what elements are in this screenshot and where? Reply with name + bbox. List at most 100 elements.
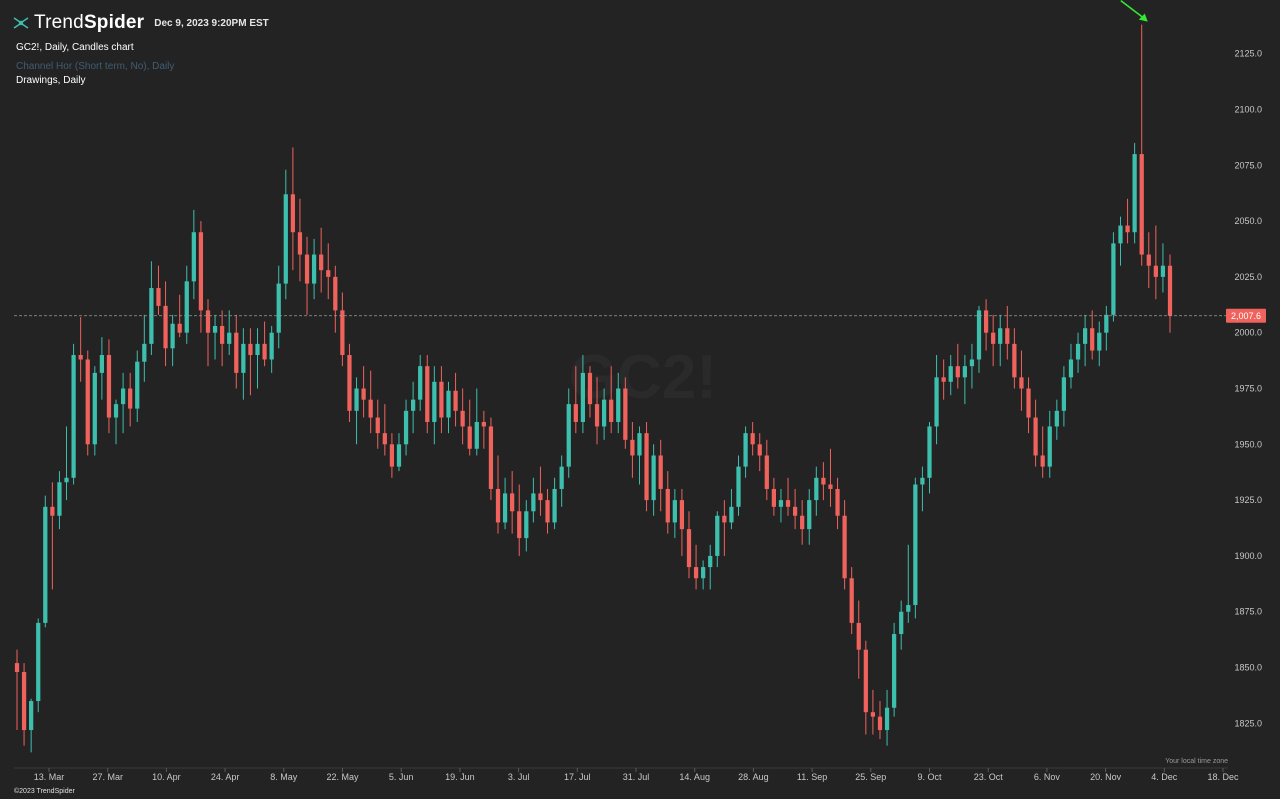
candle-body xyxy=(821,477,826,485)
candle-body xyxy=(403,410,409,445)
candle-body xyxy=(517,511,522,539)
candle xyxy=(715,511,720,568)
candle-body xyxy=(502,493,508,523)
candle xyxy=(616,372,621,434)
candle xyxy=(545,488,550,534)
candle-body xyxy=(800,515,805,530)
candle-body xyxy=(495,488,501,523)
candle xyxy=(948,355,953,396)
candle-body xyxy=(991,332,996,344)
candle xyxy=(1026,377,1031,434)
candle xyxy=(1068,343,1074,389)
candle xyxy=(920,466,925,512)
candle-body xyxy=(241,343,246,373)
candle xyxy=(849,567,854,635)
candle-body xyxy=(262,343,267,360)
candle xyxy=(128,372,133,427)
drawings-label[interactable]: Drawings, Daily xyxy=(16,75,86,86)
candle-body xyxy=(418,366,423,400)
candle xyxy=(269,325,274,373)
candle xyxy=(389,433,395,478)
candle-body xyxy=(382,433,387,445)
candle xyxy=(354,377,359,445)
candle-body xyxy=(347,355,352,411)
candle-body xyxy=(856,622,861,650)
candle xyxy=(566,388,571,478)
candle xyxy=(163,281,168,367)
timezone-note[interactable]: Your local time zone xyxy=(1165,758,1228,765)
candle-body xyxy=(467,426,472,449)
candle-body xyxy=(113,404,119,418)
candle xyxy=(983,299,989,351)
candle xyxy=(50,482,55,590)
candle xyxy=(234,314,239,389)
candle-body xyxy=(156,288,161,306)
candle-body xyxy=(941,377,946,382)
candle xyxy=(319,227,324,293)
candle-body xyxy=(814,477,819,501)
candle-body xyxy=(701,567,706,579)
candle-body xyxy=(276,283,281,333)
candle xyxy=(701,560,706,590)
indicator-label[interactable]: Channel Hor (Short term, No), Daily xyxy=(16,61,175,72)
candle-body xyxy=(481,421,486,427)
candle xyxy=(672,488,677,539)
candle-body xyxy=(892,634,897,708)
brand-name-bold: Spider xyxy=(83,12,145,33)
x-tick-label: 20. Nov xyxy=(1090,772,1122,782)
candle-body xyxy=(99,355,105,373)
candle xyxy=(842,500,847,590)
candle-body xyxy=(255,343,260,356)
candle-body xyxy=(722,515,727,523)
candle-body xyxy=(842,515,847,579)
candle-body xyxy=(220,325,225,344)
candle-body xyxy=(849,578,854,623)
candle-body xyxy=(1005,328,1010,344)
candle-body xyxy=(283,194,288,284)
candle xyxy=(120,372,126,434)
candle-body xyxy=(248,343,253,356)
candle xyxy=(1012,328,1017,389)
candles-layer xyxy=(14,24,1173,753)
candle-body xyxy=(750,433,755,445)
candle-body xyxy=(142,343,147,362)
candle-body xyxy=(771,488,776,507)
candle xyxy=(771,477,776,516)
candle xyxy=(1019,350,1024,411)
candle xyxy=(1090,310,1095,360)
candle-body xyxy=(1040,455,1045,467)
candle xyxy=(71,343,76,485)
candle xyxy=(934,355,939,445)
candle-body xyxy=(92,372,97,445)
y-tick-label: 2050.0 xyxy=(1234,216,1262,226)
candle-body xyxy=(375,417,380,434)
candle xyxy=(651,444,656,516)
candle-body xyxy=(983,310,989,333)
candle xyxy=(757,433,762,472)
x-tick-label: 24. Apr xyxy=(211,772,240,782)
candle-body xyxy=(884,707,890,731)
chart-title[interactable]: GC2!, Daily, Candles chart xyxy=(16,42,134,53)
candle-body xyxy=(354,388,359,411)
candle-body xyxy=(411,399,416,411)
candle-body xyxy=(998,328,1003,344)
candle xyxy=(517,484,522,556)
candle xyxy=(785,477,791,516)
candle xyxy=(594,377,600,445)
candle-body xyxy=(736,466,741,507)
candle-body xyxy=(693,567,699,579)
candle-body xyxy=(71,355,76,478)
candle-body xyxy=(1090,328,1095,351)
brand-logo[interactable]: TrendSpider Dec 9, 2023 9:20PM EST xyxy=(12,12,269,34)
candle xyxy=(453,372,458,427)
candle xyxy=(262,321,267,367)
candle-body xyxy=(863,649,868,713)
candle-body xyxy=(601,399,607,427)
candle-body xyxy=(1082,328,1088,344)
candle xyxy=(1033,399,1038,467)
candle xyxy=(1160,243,1166,293)
candle-body xyxy=(78,355,83,360)
candle xyxy=(156,265,161,315)
candle-body xyxy=(1111,243,1116,315)
